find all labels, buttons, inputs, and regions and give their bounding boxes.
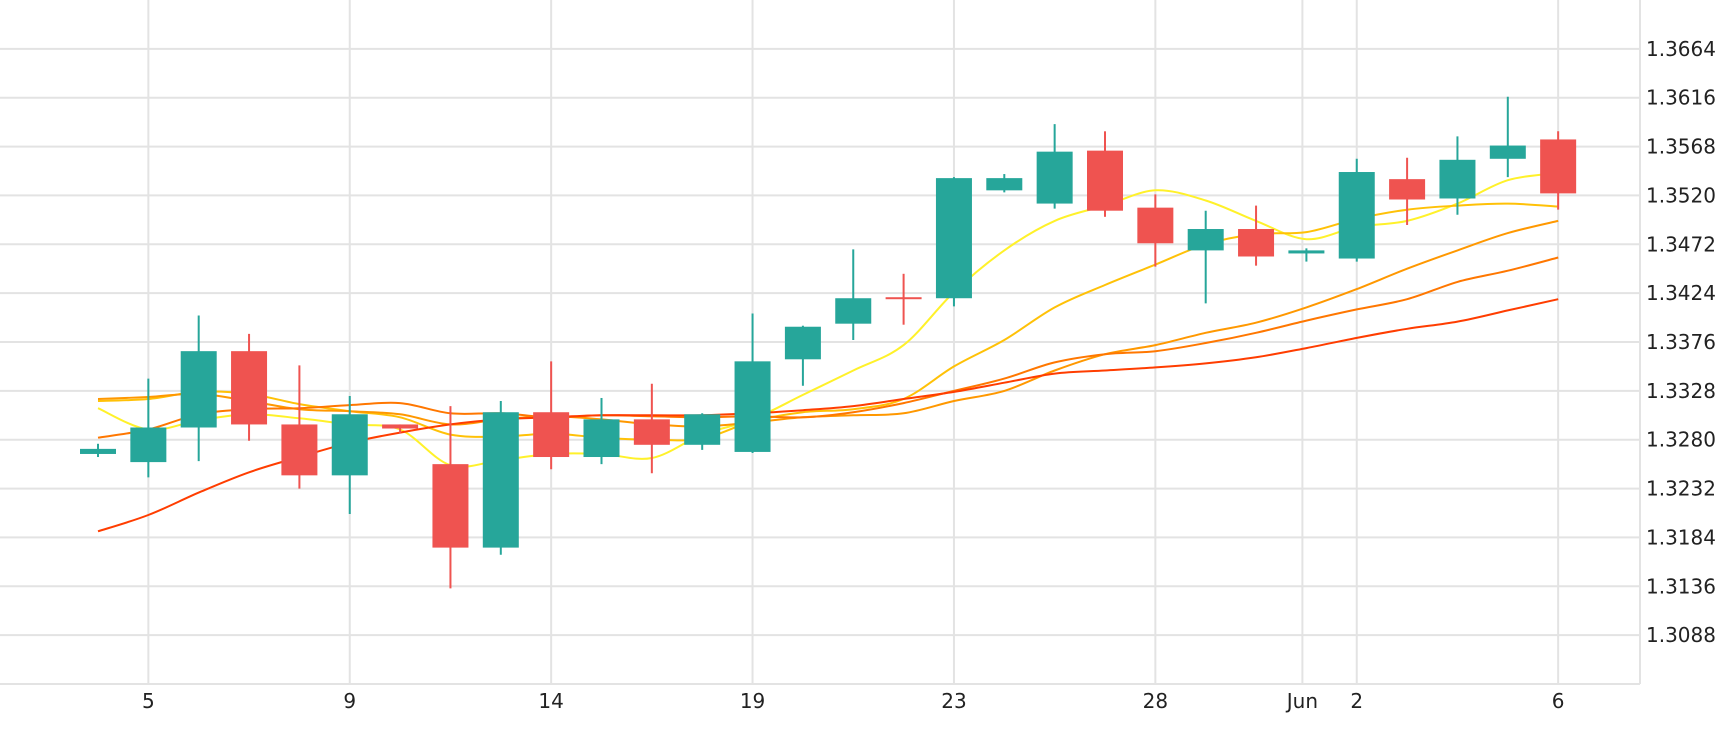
- y-tick-label: 1.3088: [1646, 623, 1716, 647]
- candle-up: [684, 413, 721, 450]
- candle-up: [1187, 210, 1224, 304]
- candle-down: [1540, 131, 1577, 210]
- candle-body: [1087, 150, 1123, 211]
- candle-body: [231, 351, 268, 425]
- candle-down: [885, 273, 922, 325]
- y-tick-label: 1.3520: [1646, 183, 1716, 207]
- candle-down: [1087, 131, 1123, 217]
- candle-body: [1187, 229, 1224, 251]
- y-tick-label: 1.3472: [1646, 232, 1716, 256]
- y-tick-label: 1.3376: [1646, 330, 1716, 354]
- candle-body: [633, 419, 670, 445]
- candle-body: [432, 464, 469, 548]
- candle-body: [835, 298, 872, 324]
- y-tick-label: 1.3424: [1646, 281, 1716, 305]
- candle-body: [986, 178, 1023, 191]
- x-tick-label: Jun: [1285, 689, 1318, 713]
- candle-down: [382, 424, 419, 434]
- candles: [80, 96, 1577, 589]
- candle-body: [583, 419, 620, 458]
- x-tick-label: 5: [142, 689, 155, 713]
- candle-body: [482, 412, 519, 548]
- candle-down: [533, 361, 570, 470]
- candle-body: [382, 424, 419, 429]
- candle-body: [784, 326, 821, 360]
- candle-body: [1137, 207, 1174, 244]
- x-tick-label: 9: [343, 689, 356, 713]
- candle-body: [80, 448, 116, 454]
- candle-up: [734, 313, 771, 453]
- candle-body: [533, 412, 570, 458]
- y-tick-label: 1.3568: [1646, 135, 1716, 159]
- candle-up: [80, 443, 116, 458]
- y-tick-label: 1.3664: [1646, 37, 1716, 61]
- x-tick-label: 28: [1143, 689, 1168, 713]
- moving-average-line: [97, 256, 1559, 439]
- candle-up: [1338, 158, 1375, 262]
- x-tick-label: 2: [1350, 689, 1363, 713]
- candle-body: [684, 414, 721, 445]
- y-tick-label: 1.3328: [1646, 379, 1716, 403]
- candle-up: [935, 177, 972, 307]
- candle-down: [1389, 157, 1426, 225]
- candle-down: [432, 406, 469, 589]
- candle-down: [1137, 194, 1174, 267]
- x-tick-label: 19: [740, 689, 765, 713]
- candle-body: [1389, 179, 1426, 200]
- axes: 1.3664 1.3616 1.3568 1.3520 1.3472 1.3424 1.33…: [142, 37, 1716, 713]
- candle-up: [986, 174, 1023, 193]
- candle-body: [331, 414, 368, 476]
- candle-up: [784, 325, 821, 386]
- candle-down: [231, 333, 268, 441]
- y-tick-label: 1.3184: [1646, 525, 1716, 549]
- y-tick-label: 1.3280: [1646, 428, 1716, 452]
- candle-down: [1238, 205, 1275, 266]
- candle-up: [331, 395, 368, 515]
- y-tick-label: 1.3136: [1646, 574, 1716, 598]
- candle-body: [281, 424, 318, 476]
- grid: [0, 0, 1641, 685]
- candle-body: [1288, 250, 1325, 254]
- candle-body: [1489, 145, 1526, 159]
- candle-up: [180, 315, 217, 462]
- candle-body: [734, 361, 771, 452]
- candle-up: [1036, 124, 1073, 209]
- candle-body: [1338, 172, 1375, 259]
- candle-body: [1439, 159, 1476, 199]
- candle-up: [1439, 136, 1476, 215]
- candle-up: [1489, 96, 1526, 178]
- candle-body: [130, 427, 167, 463]
- candle-body: [1036, 151, 1073, 204]
- y-tick-label: 1.3616: [1646, 86, 1716, 110]
- x-tick-label: 23: [941, 689, 966, 713]
- candle-body: [1540, 139, 1577, 194]
- candle-down: [633, 383, 670, 474]
- candle-body: [180, 351, 217, 428]
- candle-body: [1238, 229, 1275, 257]
- candle-body: [885, 297, 922, 300]
- candle-body: [935, 178, 972, 299]
- candle-up: [835, 249, 872, 340]
- x-tick-label: 6: [1552, 689, 1565, 713]
- y-tick-label: 1.3232: [1646, 477, 1716, 501]
- x-tick-label: 14: [538, 689, 563, 713]
- candle-up: [130, 378, 167, 478]
- candle-up: [1288, 248, 1325, 262]
- candle-up: [482, 401, 519, 555]
- candle-up: [583, 397, 620, 465]
- candle-down: [281, 365, 318, 489]
